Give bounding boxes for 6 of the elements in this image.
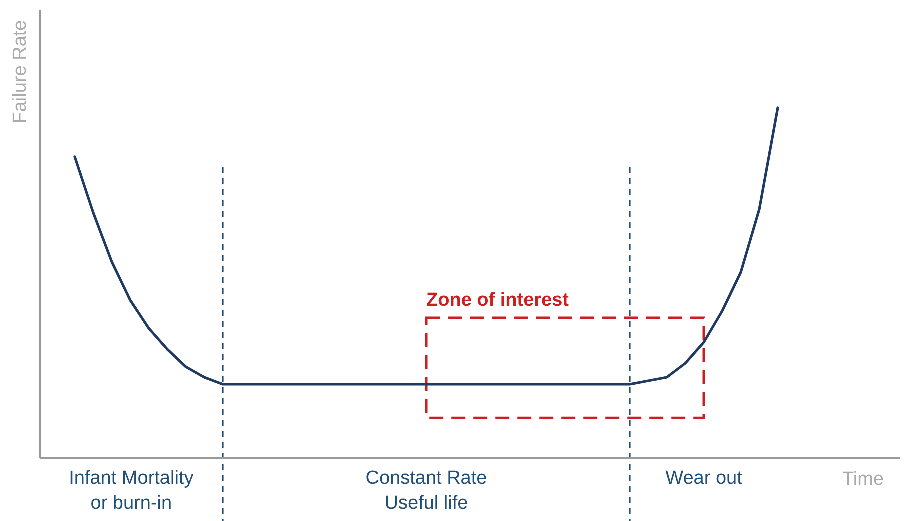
text: Wear out xyxy=(666,468,744,489)
y-axis-title: Failure Rate xyxy=(10,20,31,124)
text: Constant Rate Useful life xyxy=(366,468,488,514)
x-axis-title: Time xyxy=(842,469,884,490)
annotation: Zone of interest xyxy=(426,290,570,311)
text: Infant Mortality or burn-in xyxy=(69,468,194,514)
